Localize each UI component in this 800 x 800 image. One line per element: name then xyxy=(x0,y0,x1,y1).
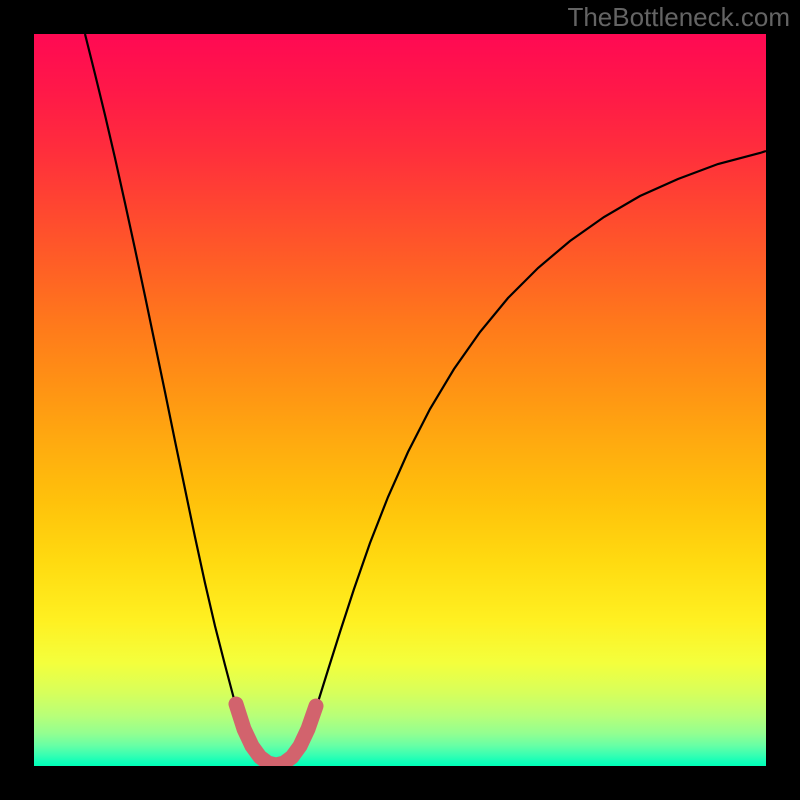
bottleneck-chart: TheBottleneck.com xyxy=(0,0,800,800)
watermark-text: TheBottleneck.com xyxy=(567,2,790,32)
chart-container: TheBottleneck.com xyxy=(0,0,800,800)
plot-background xyxy=(34,34,766,766)
